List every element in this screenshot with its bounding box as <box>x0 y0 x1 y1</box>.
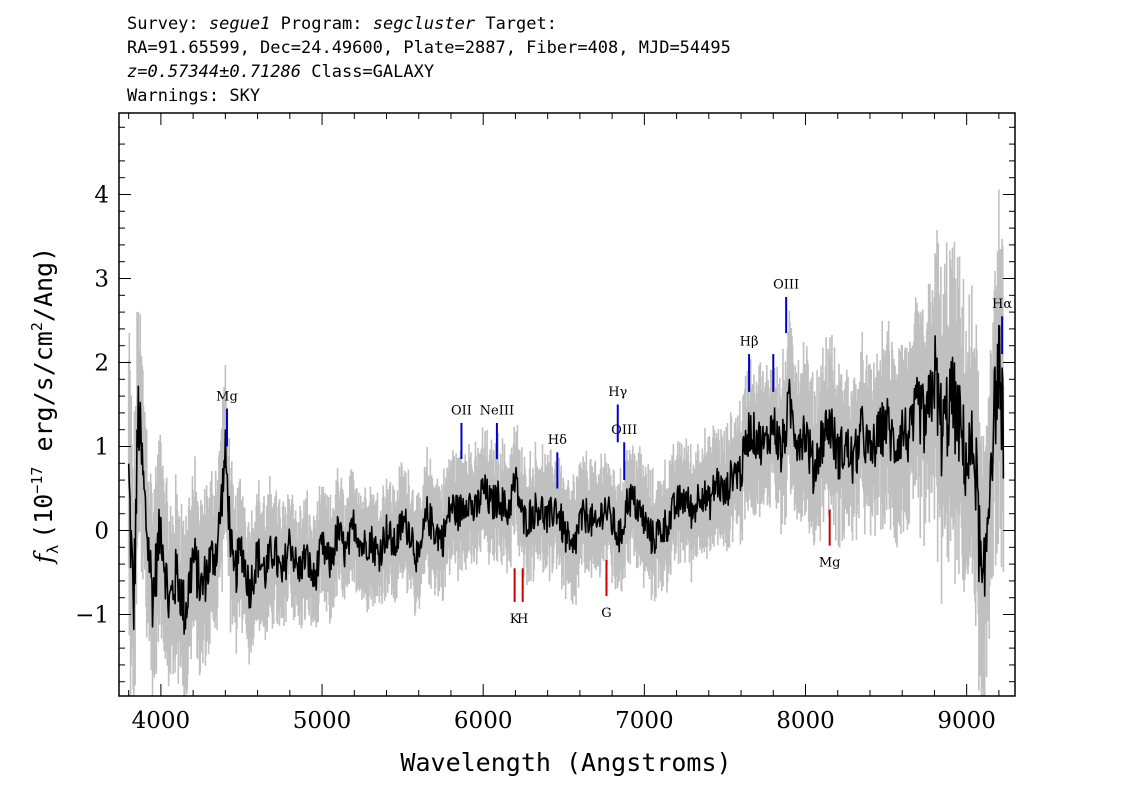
program-value: segcluster <box>372 14 476 34</box>
flux-series <box>127 324 1005 635</box>
y-tick-label: 3 <box>94 266 109 292</box>
emission-line-label: NeIII <box>480 404 514 419</box>
header-line-3: z=0.57344±0.71286 Class=GALAXY <box>127 62 434 83</box>
redshift-value: z=0.57344±0.71286 <box>127 62 301 82</box>
x-tick-label: 4000 <box>132 708 191 734</box>
y-tick-label: 4 <box>94 182 109 208</box>
x-tick-label: 6000 <box>454 708 513 734</box>
absorption-line-label: H <box>517 612 528 627</box>
emission-line-label: Hα <box>992 297 1012 312</box>
y-tick-label: 2 <box>94 350 109 376</box>
header-line-2: RA=91.65599, Dec=24.49600, Plate=2887, F… <box>127 38 731 58</box>
plot-frame <box>118 112 1016 697</box>
emission-line-label: OII <box>451 404 472 419</box>
plot-axes: 4000 5000 6000 7000 8000 9000 −1 0 1 2 3 4 <box>75 112 1016 734</box>
survey-label: Survey: <box>127 14 199 34</box>
line-markers: Mg OII NeIII Hδ Hγ OIII Hβ OIII Hα KH G Mg <box>216 278 1012 627</box>
header-line-1: Survey: segue1 Program: segcluster Targe… <box>127 14 557 35</box>
survey-value: segue1 <box>208 14 271 34</box>
emission-line-label: Mg <box>216 389 238 404</box>
x-tick-label: 5000 <box>293 708 352 734</box>
flux-line <box>127 324 1005 635</box>
emission-line-label: OIII <box>773 278 799 293</box>
x-tick-label: 9000 <box>937 708 996 734</box>
y-tick-label: 0 <box>94 519 109 545</box>
header-warnings: Warnings: SKY <box>127 86 261 106</box>
x-tick-label: 7000 <box>615 708 674 734</box>
program-label: Program: <box>280 14 363 34</box>
absorption-line-label: Mg <box>819 556 841 571</box>
emission-line-label: Hγ <box>608 385 627 400</box>
emission-line-label: Hδ <box>548 433 567 448</box>
absorption-line-label: K <box>510 612 520 627</box>
emission-line-label: Hβ <box>740 335 759 350</box>
x-axis-title: Wavelength (Angstroms) <box>400 748 731 777</box>
x-tick-label: 8000 <box>776 708 835 734</box>
y-axis-title: fλ(10−17 erg/s/cm2/Ang) <box>28 247 62 565</box>
y-tick-label: 1 <box>94 435 109 461</box>
emission-line-label: OIII <box>611 423 637 438</box>
absorption-line-label: G <box>601 606 611 621</box>
target-label: Target: <box>485 14 557 34</box>
class-value: Class=GALAXY <box>311 62 435 82</box>
y-tick-label: −1 <box>75 603 109 629</box>
